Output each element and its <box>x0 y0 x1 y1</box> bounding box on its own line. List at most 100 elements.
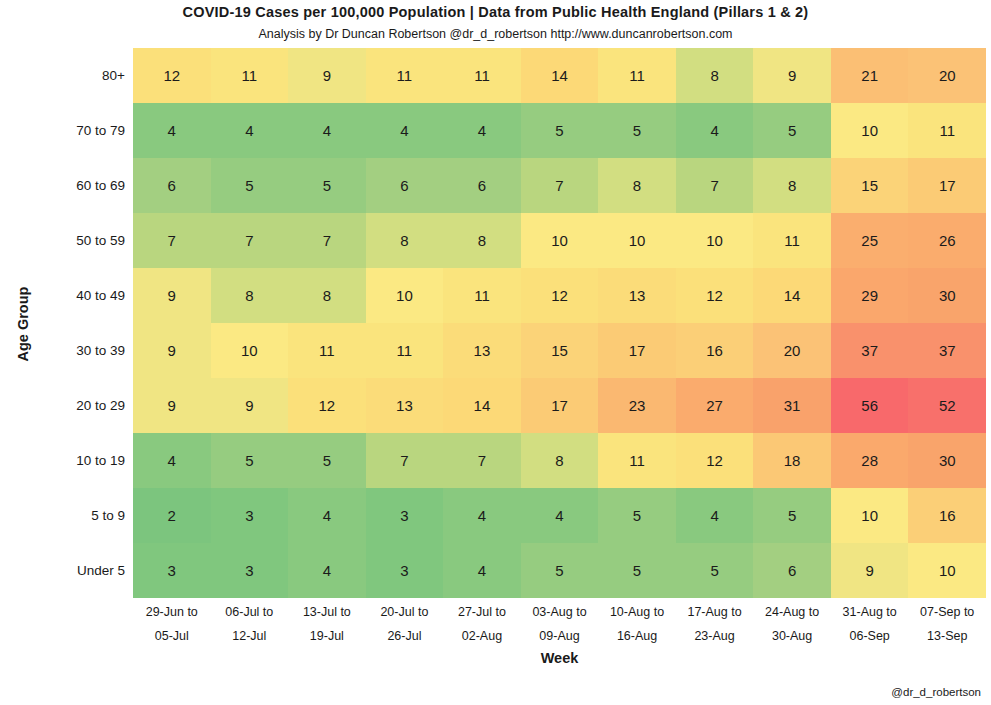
heatmap-cell: 11 <box>753 213 831 268</box>
age-group-label: 20 to 29 <box>0 378 125 433</box>
heatmap-cell: 11 <box>211 48 289 103</box>
week-label: 27-Jul to02-Aug <box>443 600 521 648</box>
week-label: 13-Jul to19-Jul <box>288 600 366 648</box>
heatmap-cell: 37 <box>831 323 909 378</box>
heatmap-cell: 29 <box>831 268 909 323</box>
heatmap-figure: COVID-19 Cases per 100,000 Population | … <box>0 0 991 705</box>
heatmap-cell: 2 <box>133 488 211 543</box>
heatmap-cell: 5 <box>598 488 676 543</box>
heatmap-cell: 52 <box>908 378 986 433</box>
heatmap-cell: 4 <box>443 543 521 598</box>
heatmap-cell: 5 <box>211 433 289 488</box>
heatmap-cell: 7 <box>133 213 211 268</box>
heatmap-cell: 4 <box>521 488 599 543</box>
credit-handle: @dr_d_robertson <box>891 686 981 698</box>
heatmap-cell: 10 <box>521 213 599 268</box>
heatmap-cell: 9 <box>133 323 211 378</box>
heatmap-cell: 28 <box>831 433 909 488</box>
heatmap-cell: 10 <box>598 213 676 268</box>
heatmap-cell: 13 <box>598 268 676 323</box>
heatmap-cell: 8 <box>211 268 289 323</box>
heatmap-cell: 20 <box>753 323 831 378</box>
heatmap-cell: 7 <box>443 433 521 488</box>
age-group-label: 10 to 19 <box>0 433 125 488</box>
heatmap-cell: 3 <box>211 543 289 598</box>
heatmap-cell: 5 <box>598 103 676 158</box>
heatmap-cell: 3 <box>133 543 211 598</box>
heatmap-cell: 11 <box>288 323 366 378</box>
y-axis-tick-labels: 80+70 to 7960 to 6950 to 5940 to 4930 to… <box>0 48 125 598</box>
heatmap-cell: 4 <box>366 103 444 158</box>
heatmap-cell: 4 <box>443 488 521 543</box>
heatmap-cell: 8 <box>676 48 754 103</box>
heatmap-cell: 8 <box>443 213 521 268</box>
heatmap-cell: 16 <box>908 488 986 543</box>
heatmap-cell: 13 <box>443 323 521 378</box>
heatmap-cell: 4 <box>676 488 754 543</box>
week-label: 24-Aug to30-Aug <box>753 600 831 648</box>
heatmap-cell: 6 <box>443 158 521 213</box>
heatmap-cell: 9 <box>211 378 289 433</box>
heatmap-cell: 26 <box>908 213 986 268</box>
heatmap-cell: 12 <box>676 433 754 488</box>
heatmap-cell: 12 <box>521 268 599 323</box>
heatmap-cell: 30 <box>908 433 986 488</box>
week-label: 29-Jun to05-Jul <box>133 600 211 648</box>
week-label: 03-Aug to09-Aug <box>521 600 599 648</box>
x-axis-label: Week <box>133 650 986 666</box>
heatmap-cell: 4 <box>288 103 366 158</box>
heatmap-cell: 4 <box>133 103 211 158</box>
heatmap-cell: 14 <box>521 48 599 103</box>
heatmap-cell: 3 <box>366 488 444 543</box>
heatmap-cell: 11 <box>443 268 521 323</box>
heatmap-cell: 7 <box>521 158 599 213</box>
heatmap-cell: 12 <box>288 378 366 433</box>
heatmap-cell: 11 <box>598 433 676 488</box>
heatmap-cell: 37 <box>908 323 986 378</box>
heatmap-cell: 4 <box>288 543 366 598</box>
heatmap-cell: 13 <box>366 378 444 433</box>
heatmap-cell: 15 <box>831 158 909 213</box>
age-group-label: 30 to 39 <box>0 323 125 378</box>
chart-subtitle: Analysis by Dr Duncan Robertson @dr_d_ro… <box>0 27 991 41</box>
heatmap-cell: 17 <box>908 158 986 213</box>
heatmap-cell: 9 <box>753 48 831 103</box>
age-group-label: 50 to 59 <box>0 213 125 268</box>
heatmap-cell: 8 <box>598 158 676 213</box>
heatmap-cell: 9 <box>133 378 211 433</box>
heatmap-cell: 8 <box>521 433 599 488</box>
heatmap-cell: 5 <box>521 103 599 158</box>
heatmap-cell: 3 <box>366 543 444 598</box>
heatmap-cell: 4 <box>288 488 366 543</box>
heatmap-cell: 30 <box>908 268 986 323</box>
age-group-label: 80+ <box>0 48 125 103</box>
heatmap-cell: 31 <box>753 378 831 433</box>
heatmap-cell: 14 <box>443 378 521 433</box>
heatmap-cell: 3 <box>211 488 289 543</box>
heatmap-cell: 10 <box>211 323 289 378</box>
chart-title: COVID-19 Cases per 100,000 Population | … <box>0 4 991 20</box>
age-group-label: 5 to 9 <box>0 488 125 543</box>
heatmap-cell: 17 <box>521 378 599 433</box>
week-label: 10-Aug to16-Aug <box>598 600 676 648</box>
heatmap-cell: 5 <box>211 158 289 213</box>
heatmap-cell: 10 <box>831 488 909 543</box>
heatmap-cell: 12 <box>676 268 754 323</box>
heatmap-cell: 21 <box>831 48 909 103</box>
heatmap-cell: 4 <box>676 103 754 158</box>
heatmap-cell: 18 <box>753 433 831 488</box>
heatmap-cell: 10 <box>366 268 444 323</box>
heatmap-cell: 6 <box>366 158 444 213</box>
heatmap-cell: 15 <box>521 323 599 378</box>
heatmap-cell: 23 <box>598 378 676 433</box>
heatmap-cell: 5 <box>598 543 676 598</box>
heatmap-cell: 11 <box>366 48 444 103</box>
heatmap-grid: 1211911111411892120444445545101165566787… <box>133 48 986 598</box>
week-label: 31-Aug to06-Sep <box>831 600 909 648</box>
heatmap-cell: 5 <box>288 433 366 488</box>
age-group-label: 70 to 79 <box>0 103 125 158</box>
heatmap-cell: 6 <box>753 543 831 598</box>
heatmap-cell: 8 <box>288 268 366 323</box>
heatmap-cell: 7 <box>676 158 754 213</box>
heatmap-cell: 27 <box>676 378 754 433</box>
